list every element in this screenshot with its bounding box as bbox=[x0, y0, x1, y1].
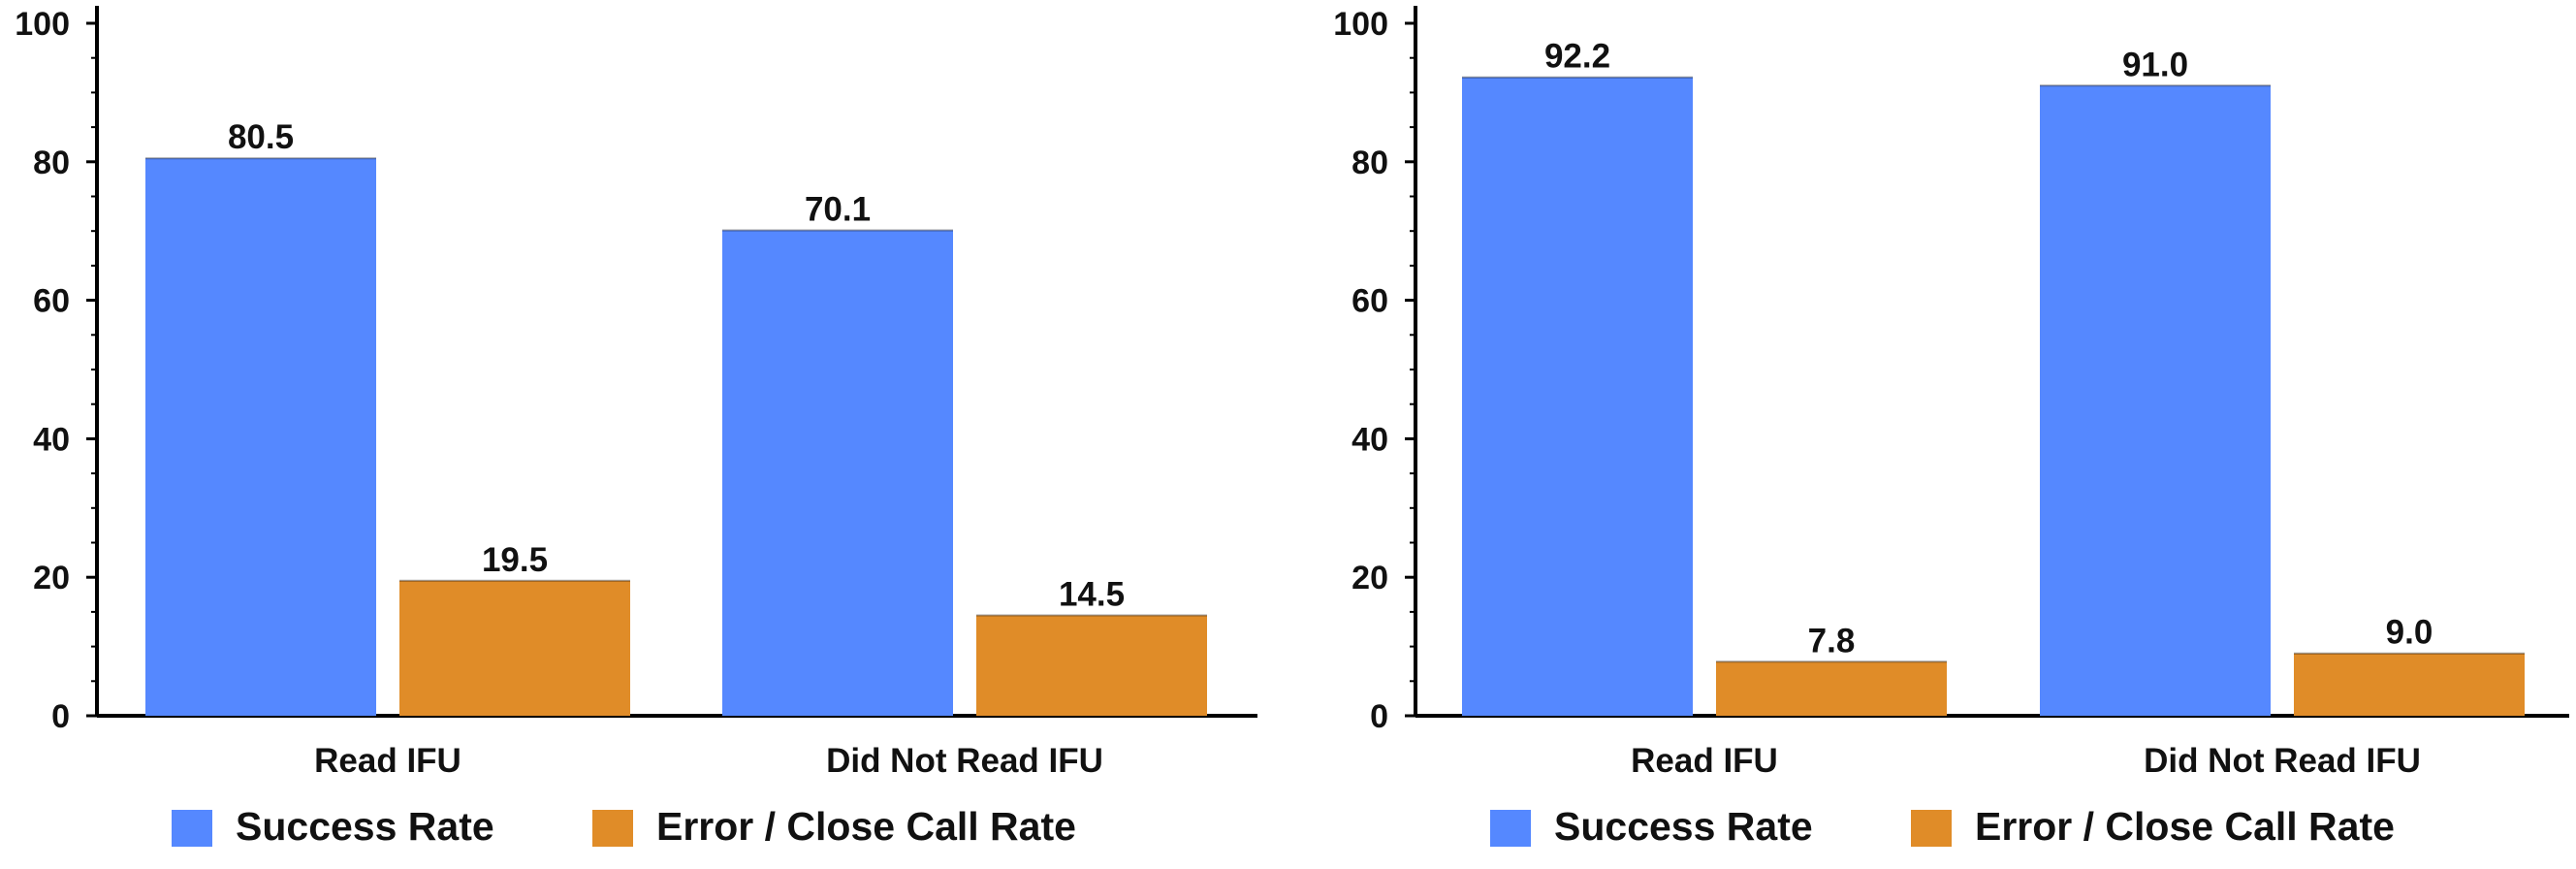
bar-value-label: 19.5 bbox=[482, 541, 548, 579]
x-category-label: Read IFU bbox=[1631, 742, 1778, 780]
y-tick-label: 40 bbox=[33, 421, 70, 458]
legend-label: Error / Close Call Rate bbox=[656, 804, 1076, 849]
bar-value-label: 80.5 bbox=[228, 118, 294, 156]
x-category-label: Read IFU bbox=[314, 742, 461, 780]
bar-value-label: 70.1 bbox=[805, 190, 871, 228]
legend-swatch-error bbox=[592, 810, 633, 847]
y-tick-label: 100 bbox=[1333, 6, 1388, 43]
error-close-call-bar bbox=[399, 580, 630, 716]
legend-swatch-success bbox=[172, 810, 212, 847]
success-rate-bar bbox=[145, 158, 376, 717]
bar-value-label: 14.5 bbox=[1059, 575, 1125, 613]
y-tick-label: 40 bbox=[1352, 421, 1388, 458]
y-tick-label: 20 bbox=[33, 560, 70, 596]
bar-value-label: 7.8 bbox=[1808, 622, 1856, 660]
y-tick-label: 80 bbox=[33, 145, 70, 181]
legend-swatch-error bbox=[1911, 810, 1952, 847]
bar-value-label: 91.0 bbox=[2122, 46, 2188, 83]
x-category-label: Did Not Read IFU bbox=[2144, 742, 2421, 780]
bar-value-label: 9.0 bbox=[2386, 614, 2433, 652]
error-close-call-bar bbox=[976, 615, 1207, 716]
y-tick-label: 60 bbox=[33, 283, 70, 320]
x-category-label: Did Not Read IFU bbox=[826, 742, 1103, 780]
y-tick-label: 20 bbox=[1352, 560, 1388, 596]
y-tick-label: 80 bbox=[1352, 145, 1388, 181]
y-tick-label: 60 bbox=[1352, 283, 1388, 320]
error-close-call-bar bbox=[2294, 653, 2525, 716]
y-tick-label: 100 bbox=[15, 6, 70, 43]
legend-label: Success Rate bbox=[236, 804, 494, 849]
success-rate-bar bbox=[1462, 77, 1693, 716]
bar-value-label: 92.2 bbox=[1544, 38, 1610, 76]
success-rate-bar bbox=[722, 230, 953, 716]
legend-label: Error / Close Call Rate bbox=[1975, 804, 2395, 849]
legend-label: Success Rate bbox=[1554, 804, 1813, 849]
y-tick-label: 0 bbox=[1370, 698, 1388, 735]
legend-swatch-success bbox=[1490, 810, 1531, 847]
success-rate-bar bbox=[2040, 85, 2271, 716]
y-tick-label: 0 bbox=[51, 698, 70, 735]
error-close-call-bar bbox=[1716, 661, 1947, 716]
